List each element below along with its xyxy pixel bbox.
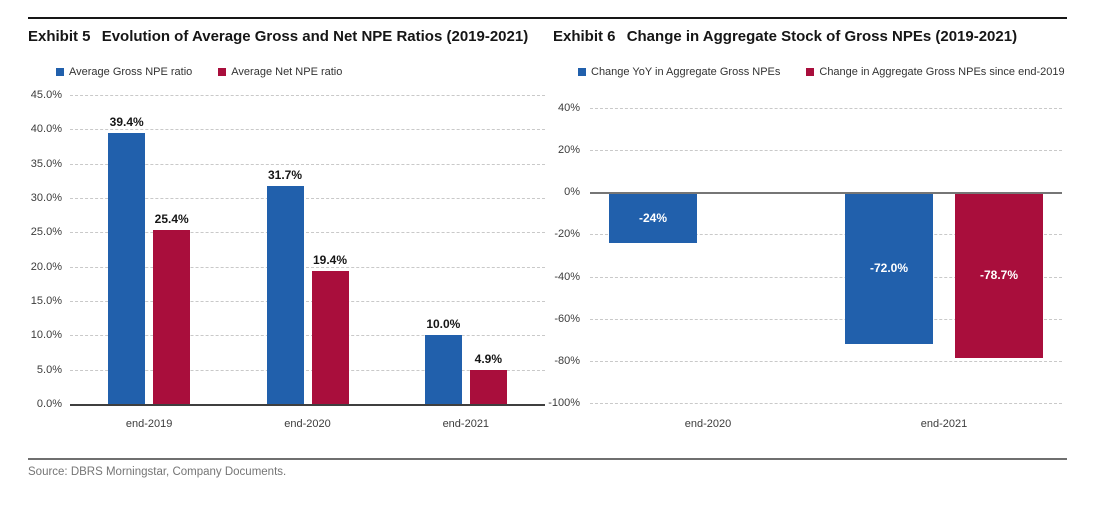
npe-ratio-chart-value-label: 10.0% — [426, 317, 461, 332]
npe-ratio-chart-value-label: 25.4% — [154, 211, 189, 226]
npe-stock-chart-gridline — [590, 108, 1062, 109]
npe-stock-chart-gridline — [590, 403, 1062, 404]
legend-label: Change in Aggregate Gross NPEs since end… — [819, 66, 1065, 78]
npe-ratio-chart-value-label: 39.4% — [109, 115, 144, 130]
npe-ratio-chart-gridline — [70, 301, 545, 302]
npe-ratio-chart-bar — [469, 370, 507, 404]
npe-ratio-chart-gridline — [70, 163, 545, 165]
npe-ratio-chart-ytick: 15.0% — [30, 295, 62, 307]
npe-stock-chart-gridline — [590, 276, 1062, 278]
npe-stock-chart-bar — [845, 192, 933, 344]
npe-ratio-chart-category-label: end-2021 — [442, 418, 490, 430]
top-divider — [28, 17, 1067, 19]
npe-ratio-chart-ytick: 0.0% — [36, 398, 62, 410]
npe-stock-chart-bar — [955, 192, 1043, 359]
npe-stock-chart-gridline — [590, 234, 1062, 236]
legend-item-gross-npe: Average Gross NPE ratio — [56, 66, 192, 78]
legend-swatch-icon — [56, 68, 64, 76]
npe-ratio-chart-ytick: 20.0% — [30, 260, 62, 273]
npe-ratio-chart-ytick: 40.0% — [30, 123, 62, 136]
bottom-divider — [28, 458, 1067, 460]
npe-stock-chart-ytick: -20% — [554, 228, 580, 241]
exhibit-6-title: Exhibit 6 Change in Aggregate Stock of G… — [553, 27, 1093, 46]
npe-ratio-chart-bar — [108, 133, 146, 404]
legend-swatch-icon — [806, 68, 815, 76]
npe-stock-chart-ytick: 40% — [557, 102, 580, 114]
npe-stock-chart-gridline — [590, 150, 1062, 152]
legend-label: Average Net NPE ratio — [231, 66, 343, 78]
exhibit-5-title: Exhibit 5 Evolution of Average Gross and… — [28, 27, 548, 46]
npe-stock-chart-value-label: -78.7% — [979, 268, 1019, 283]
npe-ratio-chart-gridline — [70, 95, 545, 96]
exhibit-5-label: Exhibit 5 — [28, 28, 91, 45]
exhibit-6-legend: Change YoY in Aggregate Gross NPEs Chang… — [578, 66, 1093, 78]
npe-stock-chart-zero-axis — [590, 192, 1062, 195]
legend-label: Change YoY in Aggregate Gross NPEs — [591, 66, 781, 78]
npe-ratio-chart-bar — [424, 335, 462, 404]
npe-stock-chart-ytick: -60% — [554, 312, 580, 325]
npe-ratio-chart-bar — [311, 270, 349, 404]
npe-ratio-chart-value-label: 4.9% — [474, 352, 502, 367]
legend-swatch-icon — [218, 68, 227, 76]
npe-ratio-chart-ytick: 5.0% — [36, 363, 62, 376]
source-note: Source: DBRS Morningstar, Company Docume… — [28, 466, 287, 478]
npe-ratio-chart-gridline — [70, 129, 545, 131]
npe-ratio-chart-ytick: 10.0% — [30, 329, 62, 342]
npe-stock-chart-bar — [609, 192, 697, 243]
npe-ratio-chart-gridline — [70, 198, 545, 199]
npe-ratio-chart-category-label: end-2019 — [125, 418, 173, 430]
npe-stock-chart-category-label: end-2020 — [684, 418, 732, 430]
npe-ratio-chart-gridline — [70, 266, 545, 268]
legend-label: Average Gross NPE ratio — [69, 66, 193, 78]
exhibit-6-panel: Exhibit 6 Change in Aggregate Stock of G… — [553, 27, 1093, 78]
npe-ratio-chart-gridline — [70, 369, 545, 371]
legend-swatch-icon — [578, 68, 586, 76]
legend-item-change-since-2019: Change in Aggregate Gross NPEs since end… — [806, 66, 1065, 78]
exhibit-5-title-text: Evolution of Average Gross and Net NPE R… — [101, 28, 529, 45]
npe-stock-chart-ytick: -40% — [554, 270, 580, 283]
exhibit-5-panel: Exhibit 5 Evolution of Average Gross and… — [28, 27, 548, 78]
npe-ratio-chart-gridline — [70, 335, 545, 337]
npe-ratio-chart-bar — [266, 186, 304, 404]
npe-stock-chart-gridline — [590, 318, 1062, 320]
npe-stock-chart-ytick: 0% — [564, 186, 580, 199]
npe-ratio-chart-ytick: 25.0% — [30, 226, 62, 239]
legend-item-net-npe: Average Net NPE ratio — [218, 66, 342, 78]
npe-ratio-chart-value-label: 31.7% — [267, 168, 303, 183]
npe-ratio-chart-value-label: 19.4% — [312, 252, 348, 267]
npe-stock-chart-gridline — [590, 360, 1062, 362]
npe-ratio-chart-bar — [153, 229, 191, 404]
npe-stock-chart-ytick: -80% — [554, 354, 580, 367]
npe-stock-chart-category-label: end-2021 — [920, 418, 968, 430]
exhibit-6-title-text: Change in Aggregate Stock of Gross NPEs … — [626, 28, 1018, 45]
exhibit-6-label: Exhibit 6 — [553, 28, 616, 45]
legend-item-yoy-change: Change YoY in Aggregate Gross NPEs — [578, 66, 780, 78]
npe-stock-chart-ytick: -100% — [548, 397, 580, 409]
npe-stock-chart-value-label: -72.0% — [869, 261, 909, 276]
npe-ratio-chart-category-label: end-2020 — [284, 418, 331, 430]
npe-ratio-chart-ytick: 30.0% — [30, 192, 62, 204]
npe-ratio-chart-ytick: 35.0% — [30, 157, 62, 170]
npe-stock-chart-ytick: 20% — [557, 144, 580, 157]
npe-stock-chart-value-label: -24% — [638, 210, 667, 225]
npe-ratio-chart-gridline — [70, 232, 545, 234]
npe-ratio-chart-ytick: 45.0% — [30, 89, 62, 101]
exhibit-5-legend: Average Gross NPE ratio Average Net NPE … — [56, 66, 548, 78]
npe-ratio-chart-zero-axis — [70, 404, 545, 406]
